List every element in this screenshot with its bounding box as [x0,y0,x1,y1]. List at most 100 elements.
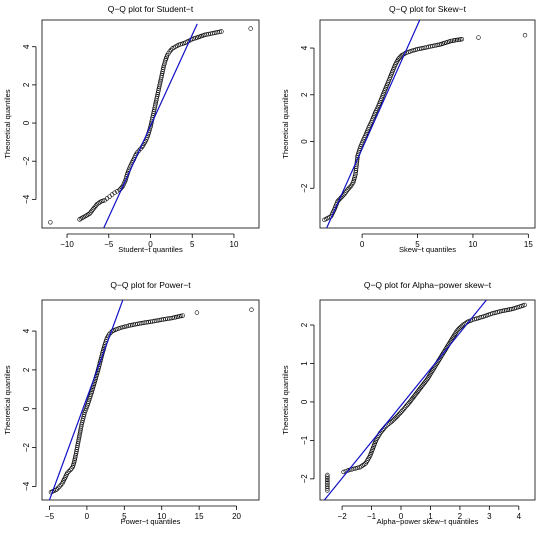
plot-frame [319,19,536,229]
data-point [66,469,72,474]
data-point [446,39,452,44]
data-point [453,38,458,43]
data-point [406,49,411,55]
plot-area [48,23,253,228]
plot-area [323,300,527,500]
data-point [401,406,407,412]
data-point [411,394,416,399]
x-tick-label: 20 [232,512,241,521]
data-point [451,38,457,43]
data-point [325,472,330,478]
data-point [166,51,171,56]
x-tick-label: 4 [517,512,522,521]
chart-panel-3: Q−Q plot for Power−t −5 0 5 10 15 20 −4 −2 0 2 4 Pow… [3,280,260,526]
data-point [77,433,82,439]
data-point [249,307,254,312]
chart-title: Q−Q plot for Power−t [110,280,191,290]
data-point [173,314,179,320]
x-tick-label: 5 [122,512,127,521]
y-tick-label: −4 [22,481,31,491]
data-point [204,32,209,37]
data-point [217,29,222,35]
x-tick-label: 5 [415,240,420,249]
data-point [405,402,410,407]
data-point [116,326,122,331]
data-point [433,43,439,48]
x-tick-label: 0 [85,512,90,521]
data-point [118,325,124,331]
data-point [503,307,509,313]
data-point [57,484,62,489]
data-point [152,318,157,324]
data-point [129,322,135,328]
data-point [459,36,465,42]
y-tick-label: 0 [300,139,309,144]
data-point [74,449,79,454]
data-point [325,474,330,479]
data-point [120,324,126,330]
data-point [397,55,402,60]
data-point [82,410,87,415]
x-tick-label: 0 [399,512,404,521]
data-point [417,386,422,392]
data-point [502,308,507,313]
data-point [81,412,87,417]
data-point [404,403,409,409]
data-point [450,38,455,43]
y-tick-label: 2 [22,367,31,372]
data-point [71,461,76,466]
data-point [80,418,85,423]
data-point [72,456,78,461]
data-point [78,425,84,431]
data-point [160,67,166,72]
data-point [406,401,411,406]
data-point [387,421,392,426]
data-point [428,44,433,49]
data-point [520,303,526,308]
data-point [68,467,73,473]
x-axis-title: Skew−t quantiles [399,245,456,254]
x-tick-label: −5 [104,240,114,249]
data-point [353,166,359,171]
plot-area [322,20,528,228]
x-axis-title: Power−t quantiles [121,517,181,526]
data-point [85,212,91,217]
x-tick-label: 15 [195,512,204,521]
chart-title: Q−Q plot for Student−t [108,4,194,14]
data-point [395,413,401,418]
data-point [477,315,483,320]
data-point [122,180,127,185]
data-point [507,307,512,312]
data-point [393,415,398,420]
data-point [159,75,164,80]
x-tick-label: −5 [45,512,55,521]
data-point [361,462,367,467]
data-point [505,307,511,313]
y-tick-label: −4 [22,194,31,204]
data-point [157,82,162,88]
data-point [155,90,161,95]
y-tick-label: 2 [22,82,31,87]
chart-panel-1: Q−Q plot for Student−t −10 −5 0 5 10 −4 −2 0 2 4 St… [3,4,260,254]
data-point [454,37,460,43]
data-point [456,37,461,42]
data-point [248,26,253,31]
y-tick-label: 0 [22,406,31,411]
data-point [91,206,97,211]
data-point [392,416,397,422]
data-point [423,379,428,384]
x-tick-label: −10 [60,240,74,249]
data-point [92,204,98,210]
data-point [341,469,346,475]
data-point [325,481,330,486]
x-tick-label: 15 [524,240,533,249]
data-point [353,466,359,471]
data-point [164,54,169,60]
y-tick-label: −1 [300,435,309,445]
x-axis-title: Student−t quantiles [118,245,183,254]
reference-line [48,300,124,500]
data-point [152,105,157,110]
data-point [398,410,403,415]
y-tick-label: 1 [300,361,309,366]
x-axis-title: Alpha−power skew−t quantiles [377,517,479,526]
